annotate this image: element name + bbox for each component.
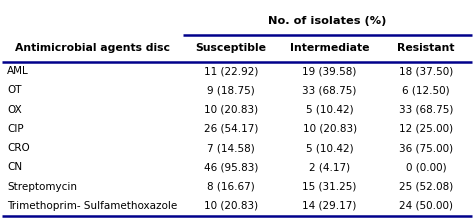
Text: No. of isolates (%): No. of isolates (%): [268, 16, 386, 26]
Text: 8 (16.67): 8 (16.67): [207, 182, 255, 192]
Text: 5 (10.42): 5 (10.42): [306, 143, 354, 153]
Text: 24 (50.00): 24 (50.00): [399, 201, 453, 211]
Text: 25 (52.08): 25 (52.08): [399, 182, 453, 192]
Text: 18 (37.50): 18 (37.50): [399, 66, 453, 76]
Text: 6 (12.50): 6 (12.50): [402, 86, 450, 95]
Text: Streptomycin: Streptomycin: [7, 182, 77, 192]
Text: CIP: CIP: [7, 124, 24, 134]
Text: 15 (31.25): 15 (31.25): [302, 182, 357, 192]
Text: CN: CN: [7, 163, 22, 172]
Text: 19 (39.58): 19 (39.58): [302, 66, 357, 76]
Text: OX: OX: [7, 105, 22, 115]
Text: 46 (95.83): 46 (95.83): [204, 163, 258, 172]
Text: Trimethoprim- Sulfamethoxazole: Trimethoprim- Sulfamethoxazole: [7, 201, 177, 211]
Text: 11 (22.92): 11 (22.92): [204, 66, 258, 76]
Text: CRO: CRO: [7, 143, 30, 153]
Text: OT: OT: [7, 86, 22, 95]
Text: Antimicrobial agents disc: Antimicrobial agents disc: [15, 43, 170, 53]
Text: 33 (68.75): 33 (68.75): [399, 105, 453, 115]
Text: 14 (29.17): 14 (29.17): [302, 201, 357, 211]
Text: AML: AML: [7, 66, 29, 76]
Text: 9 (18.75): 9 (18.75): [207, 86, 255, 95]
Text: 10 (20.83): 10 (20.83): [204, 201, 258, 211]
Text: 7 (14.58): 7 (14.58): [207, 143, 255, 153]
Text: 10 (20.83): 10 (20.83): [302, 124, 357, 134]
Text: 10 (20.83): 10 (20.83): [204, 105, 258, 115]
Text: Intermediate: Intermediate: [290, 43, 369, 53]
Text: 5 (10.42): 5 (10.42): [306, 105, 354, 115]
Text: 2 (4.17): 2 (4.17): [309, 163, 350, 172]
Text: 0 (0.00): 0 (0.00): [406, 163, 446, 172]
Text: 33 (68.75): 33 (68.75): [302, 86, 357, 95]
Text: Resistant: Resistant: [397, 43, 455, 53]
Text: 12 (25.00): 12 (25.00): [399, 124, 453, 134]
Text: Susceptible: Susceptible: [196, 43, 267, 53]
Text: 36 (75.00): 36 (75.00): [399, 143, 453, 153]
Text: 26 (54.17): 26 (54.17): [204, 124, 258, 134]
